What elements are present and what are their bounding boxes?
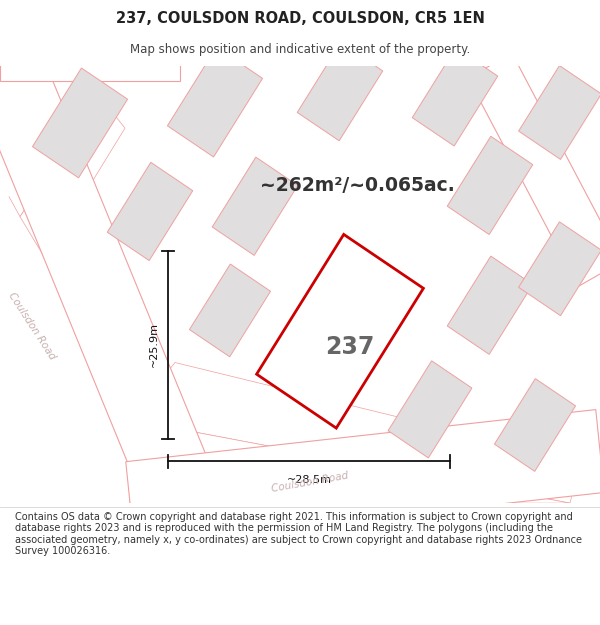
Polygon shape: [297, 42, 383, 141]
Text: Coulsdon Road: Coulsdon Road: [271, 471, 349, 494]
Polygon shape: [190, 264, 271, 357]
Polygon shape: [126, 409, 600, 544]
Polygon shape: [130, 420, 570, 503]
Polygon shape: [412, 48, 498, 146]
Polygon shape: [447, 136, 533, 234]
Polygon shape: [212, 157, 298, 256]
Polygon shape: [518, 222, 600, 316]
Text: Coulsdon Road: Coulsdon Road: [7, 291, 58, 361]
Polygon shape: [518, 66, 600, 159]
Polygon shape: [107, 162, 193, 261]
Polygon shape: [0, 97, 100, 217]
Polygon shape: [130, 362, 580, 503]
Polygon shape: [20, 97, 125, 258]
Polygon shape: [468, 53, 600, 286]
Text: Contains OS data © Crown copyright and database right 2021. This information is : Contains OS data © Crown copyright and d…: [15, 512, 582, 556]
Text: ~25.9m: ~25.9m: [149, 322, 159, 368]
Polygon shape: [32, 68, 128, 178]
Text: 237, COULSDON ROAD, COULSDON, CR5 1EN: 237, COULSDON ROAD, COULSDON, CR5 1EN: [116, 11, 484, 26]
Polygon shape: [167, 47, 263, 157]
Polygon shape: [388, 361, 472, 458]
Polygon shape: [494, 379, 575, 471]
Polygon shape: [0, 66, 110, 201]
Text: ~28.5m: ~28.5m: [287, 475, 331, 485]
Text: ~262m²/~0.065ac.: ~262m²/~0.065ac.: [260, 176, 455, 195]
Polygon shape: [447, 256, 533, 354]
Polygon shape: [257, 234, 424, 428]
Polygon shape: [0, 50, 180, 81]
Polygon shape: [0, 61, 220, 519]
Text: 237: 237: [325, 335, 374, 359]
Text: Map shows position and indicative extent of the property.: Map shows position and indicative extent…: [130, 42, 470, 56]
